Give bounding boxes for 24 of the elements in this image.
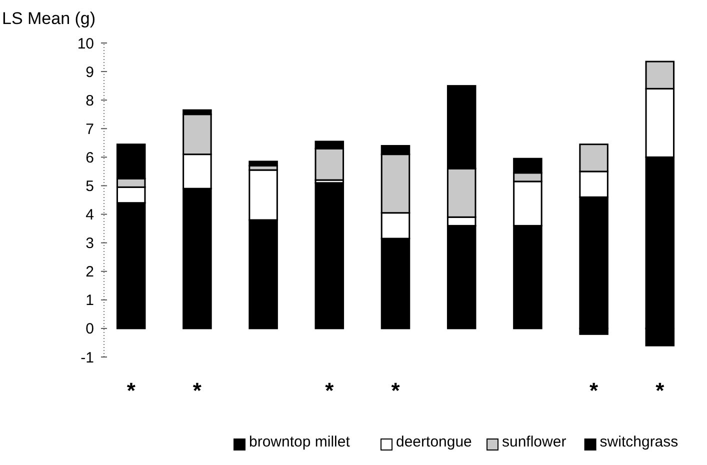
y-tick-label: 10 bbox=[77, 35, 94, 52]
x-tick-label: * bbox=[126, 378, 136, 403]
y-tick-label: 2 bbox=[86, 264, 94, 281]
x-tick-label: * bbox=[656, 378, 665, 403]
x-tick-label: * bbox=[325, 378, 334, 403]
y-tick-label: 4 bbox=[86, 206, 94, 224]
y-tick-label: 6 bbox=[86, 149, 94, 166]
legend-label: switchgrass bbox=[600, 434, 678, 450]
legend-label: sunflower bbox=[502, 434, 566, 450]
y-tick-label: 1 bbox=[86, 292, 94, 310]
x-tick-label: * bbox=[192, 378, 202, 403]
legend-label: browntop millet bbox=[249, 434, 351, 450]
y-tick-label: 3 bbox=[86, 235, 94, 252]
x-tick-label: * bbox=[590, 378, 599, 403]
y-tick-label: 7 bbox=[86, 120, 94, 138]
y-tick-label: 0 bbox=[86, 320, 94, 338]
bar bbox=[314, 182, 344, 330]
y-tick-label: 8 bbox=[86, 92, 94, 110]
y-tick-label: -1 bbox=[80, 349, 94, 366]
legend-label: deertongue bbox=[396, 434, 472, 450]
y-tick-label: 5 bbox=[86, 178, 94, 195]
y-tick-label: 9 bbox=[86, 64, 94, 81]
x-tick-label: * bbox=[391, 378, 400, 403]
y-axis-title: LS Mean (g) bbox=[2, 9, 96, 28]
